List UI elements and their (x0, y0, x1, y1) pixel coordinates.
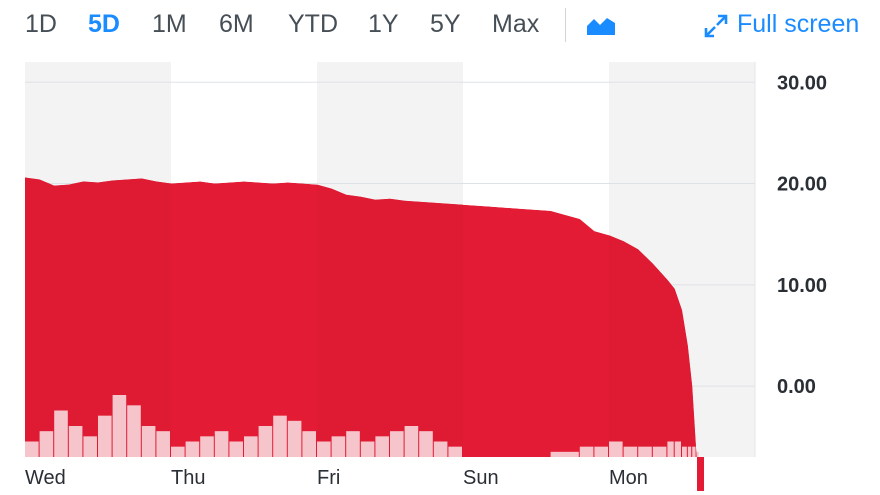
volume-bar (54, 410, 68, 457)
y-tick-label: 0.00 (777, 376, 816, 398)
volume-bar (674, 441, 681, 457)
volume-bar (83, 436, 97, 457)
x-tick-label: Wed (25, 467, 66, 489)
range-5d-button[interactable]: 5D (88, 10, 120, 38)
volume-bar (185, 441, 200, 457)
volume-bar (346, 431, 360, 457)
volume-bar (229, 441, 243, 457)
volume-bar (127, 405, 141, 457)
volume-bar (171, 446, 185, 457)
y-tick-label: 10.00 (777, 275, 827, 297)
y-tick-label: 20.00 (777, 174, 827, 196)
volume-bar (273, 415, 287, 457)
volume-bar (390, 431, 404, 457)
volume-bar (331, 436, 346, 457)
volume-bar (609, 441, 623, 457)
volume-bar (141, 426, 156, 457)
volume-bar (68, 426, 83, 457)
volume-bar (638, 446, 652, 457)
current-position-marker (697, 457, 704, 491)
volume-bar (667, 441, 674, 457)
x-tick-label: Sun (463, 467, 499, 489)
price-area (25, 177, 697, 457)
range-ytd-button[interactable]: YTD (288, 10, 338, 38)
expand-arrows-icon (704, 14, 728, 38)
volume-bar (687, 446, 692, 457)
volume-bar (302, 431, 316, 457)
volume-bar (652, 446, 667, 457)
volume-bar (419, 431, 433, 457)
volume-bar (214, 431, 229, 457)
volume-bar (375, 436, 389, 457)
x-axis-ticks: Wed Thu Fri Sun Mon (25, 467, 648, 489)
volume-bar (594, 446, 608, 457)
volume-bar (623, 446, 638, 457)
x-tick-label: Mon (609, 467, 648, 489)
range-1m-button[interactable]: 1M (152, 10, 187, 38)
volume-bar (25, 441, 39, 457)
y-axis-ticks: 30.00 20.00 10.00 0.00 (777, 72, 827, 398)
area-chart-icon[interactable] (586, 14, 616, 36)
volume-bar (579, 446, 594, 457)
range-toolbar: 1D 5D 1M 6M YTD 1Y 5Y Max Full screen (0, 0, 880, 52)
x-tick-label: Thu (171, 467, 205, 489)
volume-bar (258, 426, 273, 457)
volume-bar (317, 441, 331, 457)
range-max-button[interactable]: Max (492, 10, 540, 38)
volume-bar (550, 451, 579, 457)
volume-bar (287, 420, 302, 457)
volume-bar (448, 446, 462, 457)
volume-bar (156, 431, 170, 457)
y-tick-label: 30.00 (777, 72, 827, 94)
volume-bar (692, 446, 696, 457)
x-tick-label: Fri (317, 467, 340, 489)
volume-bar (39, 431, 54, 457)
toolbar-divider (565, 8, 566, 42)
fullscreen-label: Full screen (737, 10, 860, 38)
volume-bar (696, 451, 699, 457)
area-band-shade (317, 177, 463, 457)
volume-bars (25, 395, 699, 457)
range-1y-button[interactable]: 1Y (368, 10, 399, 38)
volume-bar (200, 436, 214, 457)
volume-bar (112, 395, 127, 457)
range-1d-button[interactable]: 1D (25, 10, 57, 38)
volume-bar (98, 415, 112, 457)
range-5y-button[interactable]: 5Y (430, 10, 461, 38)
range-6m-button[interactable]: 6M (219, 10, 254, 38)
volume-bar (682, 446, 687, 457)
volume-bar (404, 426, 419, 457)
area-band-shade (25, 177, 171, 457)
volume-bar (244, 436, 258, 457)
volume-bar (433, 441, 448, 457)
volume-bar (360, 441, 375, 457)
